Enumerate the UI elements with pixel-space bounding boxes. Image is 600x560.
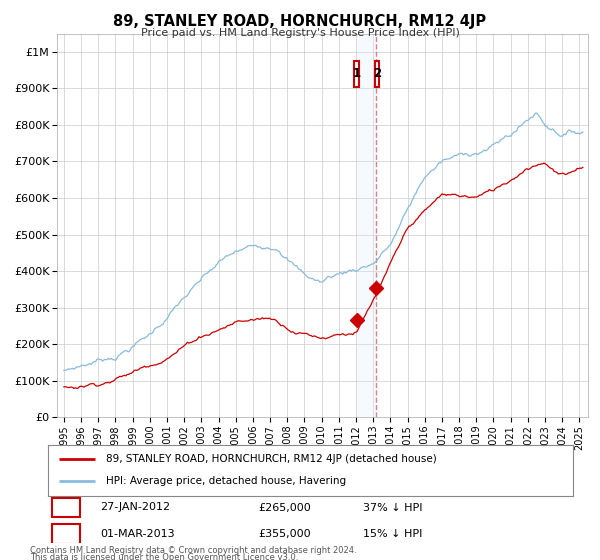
Text: 2: 2 [373, 67, 381, 80]
FancyBboxPatch shape [52, 497, 79, 517]
Text: 1: 1 [62, 501, 70, 514]
FancyBboxPatch shape [52, 524, 79, 544]
Text: Contains HM Land Registry data © Crown copyright and database right 2024.: Contains HM Land Registry data © Crown c… [30, 546, 356, 555]
Bar [354, 61, 359, 87]
Text: This data is licensed under the Open Government Licence v3.0.: This data is licensed under the Open Gov… [30, 553, 298, 560]
Bar [357, 34, 376, 417]
Text: 89, STANLEY ROAD, HORNCHURCH, RM12 4JP: 89, STANLEY ROAD, HORNCHURCH, RM12 4JP [113, 14, 487, 29]
Text: 2: 2 [62, 527, 70, 540]
Text: 01-MAR-2013: 01-MAR-2013 [101, 529, 175, 539]
Text: 15% ↓ HPI: 15% ↓ HPI [363, 529, 422, 539]
Text: £355,000: £355,000 [258, 529, 311, 539]
Text: 27-JAN-2012: 27-JAN-2012 [101, 502, 170, 512]
Bar [374, 61, 379, 87]
Text: HPI: Average price, detached house, Havering: HPI: Average price, detached house, Have… [106, 477, 346, 487]
Text: Price paid vs. HM Land Registry's House Price Index (HPI): Price paid vs. HM Land Registry's House … [140, 28, 460, 38]
Text: £265,000: £265,000 [258, 502, 311, 512]
Text: 37% ↓ HPI: 37% ↓ HPI [363, 502, 422, 512]
Text: 1: 1 [352, 67, 361, 80]
Text: 89, STANLEY ROAD, HORNCHURCH, RM12 4JP (detached house): 89, STANLEY ROAD, HORNCHURCH, RM12 4JP (… [106, 454, 437, 464]
